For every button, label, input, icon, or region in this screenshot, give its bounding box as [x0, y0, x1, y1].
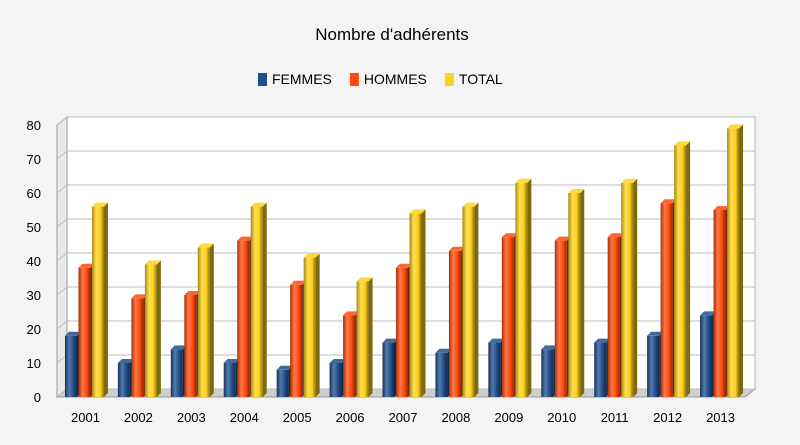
y-tick-label: 10: [27, 356, 41, 371]
bar-total-2012: [674, 141, 691, 397]
x-tick-label: 2002: [124, 410, 153, 425]
bar-femmes-2001: [64, 331, 81, 397]
gridline: [56, 150, 755, 160]
bar-total-2007: [409, 209, 426, 397]
x-tick-label: 2010: [547, 410, 576, 425]
x-tick-label: 2005: [283, 410, 312, 425]
x-tick-label: 2013: [706, 410, 735, 425]
y-tick-label: 40: [27, 254, 41, 269]
x-tick-label: 2007: [389, 410, 418, 425]
bar-total-2003: [197, 243, 214, 397]
legend-item-total: TOTAL: [444, 71, 503, 87]
legend-item-femmes: FEMMES: [258, 71, 332, 87]
bar-total-2008: [462, 202, 479, 397]
bar-total-2013: [727, 124, 744, 398]
y-tick-label: 80: [27, 118, 41, 133]
chart-title: Nombre d'adhérents: [315, 25, 469, 44]
legend: FEMMES HOMMES TOTAL: [258, 71, 503, 87]
y-tick-label: 20: [27, 322, 41, 337]
bar-total-2002: [144, 260, 161, 397]
x-tick-label: 2011: [601, 410, 629, 425]
x-tick-label: 2003: [177, 410, 206, 425]
x-tick-label: 2008: [441, 410, 470, 425]
x-tick-label: 2009: [494, 410, 523, 425]
y-tick-label: 60: [27, 186, 41, 201]
gridline: [56, 116, 755, 126]
y-tick-label: 0: [34, 390, 41, 405]
y-tick-label: 70: [27, 152, 41, 167]
legend-label: TOTAL: [459, 71, 503, 87]
x-tick-label: 2004: [230, 410, 259, 425]
x-axis-ticks: 2001 2002 2003 2004 2005 2006 2007 2008 2009 2010…: [71, 410, 735, 425]
bar-total-2010: [568, 189, 585, 397]
y-axis-ticks: 0 10 20 30 40 50 60 70 80: [27, 118, 41, 405]
bar-total-2011: [621, 178, 638, 397]
bar-total-2004: [250, 202, 267, 397]
legend-item-hommes: HOMMES: [349, 71, 427, 87]
bars: [64, 124, 744, 398]
bar-total-2009: [515, 178, 532, 397]
y-tick-label: 50: [27, 220, 41, 235]
legend-swatch: [349, 73, 359, 86]
legend-label: HOMMES: [364, 71, 427, 87]
x-tick-label: 2006: [336, 410, 365, 425]
bar-total-2005: [303, 253, 320, 397]
legend-swatch: [258, 73, 267, 86]
legend-label: FEMMES: [272, 71, 332, 87]
y-tick-label: 30: [27, 288, 41, 303]
bar-total-2001: [91, 202, 108, 397]
bar-total-2006: [356, 277, 373, 397]
legend-swatch: [444, 73, 454, 86]
x-tick-label: 2012: [653, 410, 682, 425]
x-tick-label: 2001: [71, 410, 100, 425]
